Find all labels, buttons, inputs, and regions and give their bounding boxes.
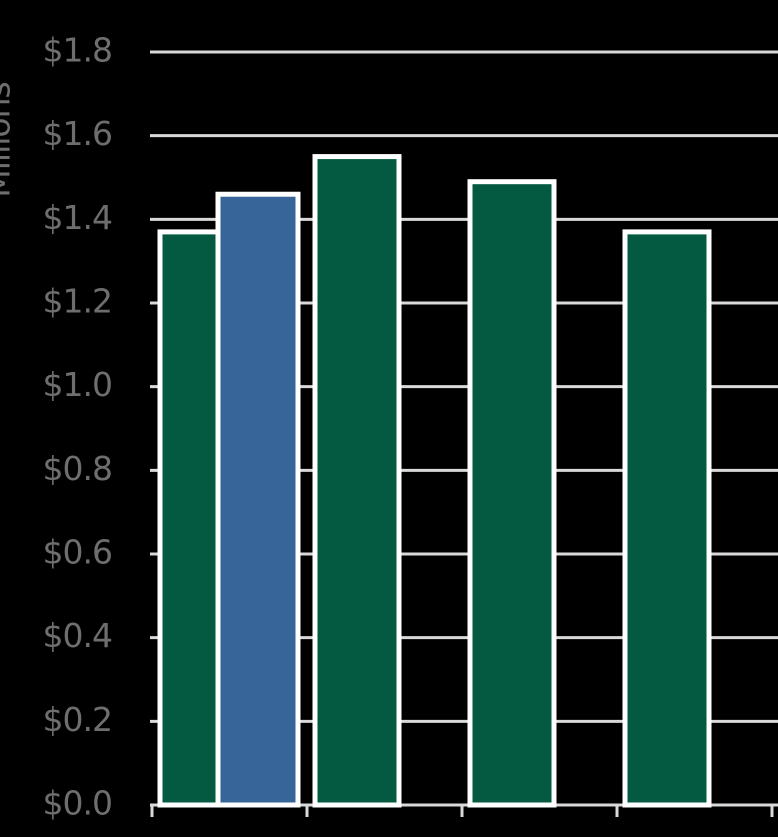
bar xyxy=(312,154,402,808)
y-tick-label: $0.2 xyxy=(43,700,112,739)
bar xyxy=(215,191,301,808)
bar xyxy=(622,229,712,808)
y-tick-label: $0.4 xyxy=(43,616,112,655)
y-tick-label: $1.0 xyxy=(43,365,112,404)
y-tick-label: $0.8 xyxy=(43,449,112,488)
y-tick-label: $0.6 xyxy=(43,533,112,572)
y-tick-label: $1.8 xyxy=(43,31,112,70)
y-tick-label: $1.2 xyxy=(43,282,112,321)
y-tick-label: $1.4 xyxy=(43,198,112,237)
y-tick-label: $0.0 xyxy=(43,784,112,823)
bar xyxy=(467,179,557,808)
y-axis-label: Millions xyxy=(0,82,18,197)
y-tick-label: $1.6 xyxy=(43,114,112,153)
